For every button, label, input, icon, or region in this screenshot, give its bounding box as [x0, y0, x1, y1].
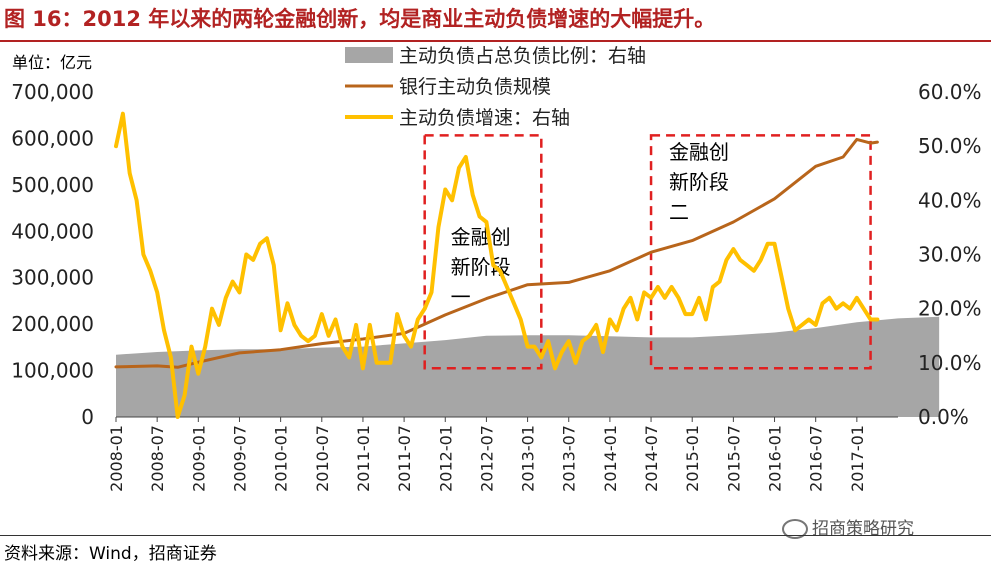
x-tick-label: 2013-01 — [519, 425, 538, 492]
line-series-scale — [114, 137, 879, 369]
left-tick-label: 300,000 — [11, 266, 94, 290]
x-tick-label: 2012-07 — [477, 425, 496, 492]
left-tick-label: 100,000 — [11, 359, 94, 383]
x-tick-label: 2008-07 — [148, 425, 167, 492]
annotation-text: 二 — [669, 200, 689, 224]
annotation-text: 一 — [451, 285, 471, 309]
unit-label: 单位：亿元 — [12, 53, 92, 72]
right-tick-label: 50.0% — [918, 134, 982, 158]
x-tick-label: 2017-01 — [848, 425, 867, 492]
watermark: 招商策略研究 — [782, 514, 914, 539]
x-tick-label: 2010-01 — [272, 425, 291, 492]
x-tick-label: 2015-07 — [724, 425, 743, 492]
right-tick-label: 20.0% — [918, 297, 982, 321]
x-tick-label: 2014-07 — [642, 425, 661, 492]
legend-label: 主动负债增速：右轴 — [399, 107, 570, 129]
right-tick-label: 0.0% — [918, 405, 969, 429]
right-tick-label: 40.0% — [918, 188, 982, 212]
x-tick-label: 2009-01 — [189, 425, 208, 492]
x-tick-label: 2014-01 — [601, 425, 620, 492]
annotation-box — [423, 134, 543, 370]
x-tick-label: 2016-07 — [807, 425, 826, 492]
source-note: 资料来源：Wind，招商证券 — [4, 544, 217, 564]
right-tick-label: 30.0% — [918, 243, 982, 267]
right-tick-label: 10.0% — [918, 351, 982, 375]
x-tick-label: 2011-07 — [395, 425, 414, 492]
annotation-text: 新阶段 — [669, 170, 729, 194]
x-tick-label: 2013-07 — [560, 425, 579, 492]
area-series-ratio — [116, 316, 940, 417]
footer-divider — [0, 535, 991, 536]
page-title: 图 16：2012 年以来的两轮金融创新，均是商业主动负债增速的大幅提升。 — [4, 7, 716, 31]
legend-swatch-area — [345, 47, 393, 63]
annotation-text: 金融创 — [451, 225, 511, 249]
x-tick-label: 2012-01 — [436, 425, 455, 492]
wechat-icon — [782, 519, 808, 539]
x-tick-label: 2011-01 — [354, 425, 373, 492]
annotation-text: 金融创 — [669, 140, 729, 164]
watermark-text: 招商策略研究 — [812, 519, 914, 539]
left-tick-label: 400,000 — [11, 219, 94, 243]
x-tick-label: 2009-07 — [230, 425, 249, 492]
legend-label: 银行主动负债规模 — [399, 76, 551, 98]
left-tick-label: 700,000 — [11, 80, 94, 104]
right-tick-label: 60.0% — [918, 80, 982, 104]
line-series-growth — [114, 111, 880, 419]
title-divider — [0, 40, 991, 42]
x-tick-label: 2015-01 — [683, 425, 702, 492]
left-tick-label: 600,000 — [11, 126, 94, 150]
left-tick-label: 0 — [81, 405, 94, 429]
x-tick-label: 2010-07 — [313, 425, 332, 492]
chart: 单位：亿元 0 100,000 200,000 300,000 400,000 500,00… — [11, 45, 982, 492]
x-tick-label: 2008-01 — [107, 425, 126, 492]
x-tick-label: 2016-01 — [766, 425, 785, 492]
left-tick-label: 500,000 — [11, 173, 94, 197]
legend-label: 主动负债占总负债比例：右轴 — [399, 45, 646, 67]
left-tick-label: 200,000 — [11, 312, 94, 336]
